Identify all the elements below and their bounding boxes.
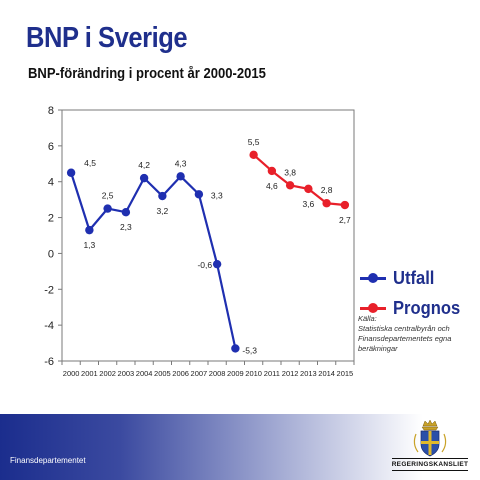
x-tick-label: 2001 — [81, 369, 98, 378]
source-heading: Källa: — [358, 314, 377, 323]
data-point-utfall — [231, 344, 240, 353]
chart-legend: Utfall Prognos — [360, 263, 466, 323]
y-tick-label: 2 — [48, 213, 54, 225]
data-label-utfall: 2,3 — [120, 222, 132, 232]
x-tick-label: 2008 — [209, 369, 226, 378]
y-tick-label: -2 — [44, 284, 54, 296]
y-tick-label: -6 — [44, 356, 54, 368]
data-label-utfall: -5,3 — [242, 345, 257, 355]
data-point-utfall — [176, 172, 185, 181]
data-point-prognos — [267, 166, 277, 176]
x-tick-label: 2006 — [172, 369, 189, 378]
logo-rule-top — [392, 458, 468, 459]
x-tick-label: 2009 — [227, 369, 244, 378]
data-label-utfall: 1,3 — [83, 240, 95, 250]
x-tick-label: 2014 — [318, 369, 335, 378]
data-label-prognos: 3,6 — [302, 199, 314, 209]
x-tick-label: 2000 — [63, 369, 80, 378]
data-point-prognos — [249, 150, 258, 160]
logo-rule-bottom — [392, 470, 468, 471]
footer-department: Finansdepartementet — [10, 456, 86, 465]
y-tick-label: 6 — [48, 141, 54, 153]
footer-bar — [0, 414, 480, 480]
data-label-utfall: 3,3 — [211, 190, 223, 200]
y-tick-label: -4 — [44, 320, 54, 332]
source-line-2: Finansdepartementets egna beräkningar — [358, 334, 452, 353]
plot-area — [61, 109, 355, 362]
data-point-utfall — [85, 225, 94, 235]
data-point-prognos — [340, 200, 350, 210]
data-point-utfall — [212, 259, 222, 269]
chart-subtitle: BNP-förändring i procent år 2000-2015 — [28, 66, 266, 82]
legend-item-utfall: Utfall — [360, 263, 466, 293]
data-point-prognos — [304, 184, 313, 194]
legend-label-utfall: Utfall — [393, 267, 435, 288]
data-point-prognos — [322, 199, 331, 208]
legend-swatch-utfall — [360, 272, 386, 284]
data-label-utfall: 3,2 — [156, 206, 168, 216]
x-tick-label: 2013 — [300, 369, 317, 378]
data-label-utfall: -0,6 — [197, 260, 212, 270]
x-tick-label: 2011 — [264, 369, 280, 378]
x-tick-label: 2004 — [136, 369, 153, 378]
data-label-prognos: 4,6 — [266, 181, 278, 191]
data-point-utfall — [139, 173, 149, 183]
x-tick-label: 2005 — [154, 369, 171, 378]
crown-emblem-icon — [413, 420, 447, 457]
y-tick-label: 4 — [48, 177, 54, 189]
data-point-prognos — [285, 181, 295, 190]
x-tick-label: 2010 — [245, 369, 262, 378]
data-label-prognos: 2,8 — [321, 185, 333, 195]
series-line-prognos — [252, 153, 345, 207]
source-note: Källa: Statistiska centralbyrån och Fina… — [358, 314, 478, 354]
data-point-utfall — [103, 204, 112, 213]
x-tick-label: 2002 — [99, 369, 116, 378]
x-tick-label: 2003 — [118, 369, 135, 378]
legend-swatch-prognos — [360, 302, 386, 314]
x-tick-label: 2007 — [191, 369, 208, 378]
data-label-utfall: 2,5 — [102, 191, 114, 201]
x-tick-label: 2015 — [337, 369, 354, 378]
data-label-utfall: 4,3 — [175, 158, 187, 168]
data-label-prognos: 2,7 — [339, 215, 351, 225]
legend-item-prognos: Prognos — [360, 293, 466, 323]
data-label-utfall: 4,5 — [84, 158, 96, 168]
data-point-utfall — [66, 168, 76, 177]
data-point-utfall — [194, 190, 204, 199]
logo-wordmark: REGERINGSKANSLIET — [391, 461, 469, 468]
data-point-utfall — [158, 191, 167, 201]
y-tick-label: 0 — [48, 248, 54, 260]
y-tick-label: 8 — [48, 105, 54, 117]
data-label-utfall: 4,2 — [138, 160, 150, 170]
legend-label-prognos: Prognos — [393, 297, 461, 318]
series-line-utfall — [70, 172, 237, 349]
data-point-utfall — [121, 207, 131, 217]
page-title: BNP i Sverige — [26, 22, 188, 54]
source-line-1: Statistiska centralbyrån och — [358, 324, 450, 333]
data-label-prognos: 3,8 — [284, 167, 296, 177]
x-tick-label: 2012 — [282, 369, 299, 378]
data-label-prognos: 5,5 — [248, 137, 260, 147]
